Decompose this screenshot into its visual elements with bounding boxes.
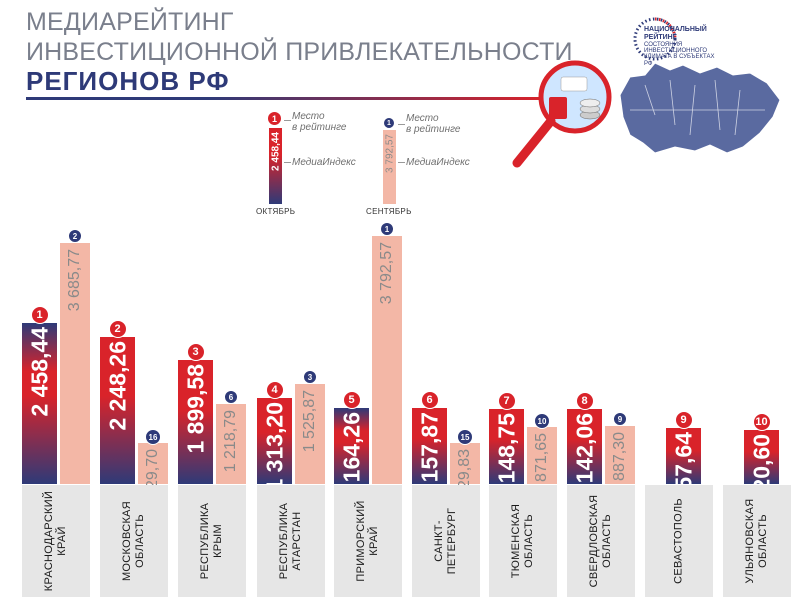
logo-text-5: КЛИМАТА В СУБЪЕКТАХ РФ	[644, 54, 715, 67]
legend-september-rank-badge: 1	[383, 117, 395, 129]
bar-october: 1 899,58	[178, 360, 213, 484]
bar-october-rank-badge: 4	[265, 381, 284, 399]
bar-september: 3 685,77	[60, 243, 90, 484]
legend-september-value: 3 792,57	[384, 134, 395, 173]
dotted-circle-icon	[633, 17, 677, 61]
legend-place-label-2: в рейтинге	[292, 122, 347, 133]
legend-october-month: ОКТЯБРЬ	[256, 207, 296, 216]
bar-october: 1 164,26	[334, 408, 369, 502]
bar-september-value: 1 218,79	[222, 410, 239, 473]
region-label: РЕСПУБЛИКА АТАРСТАН	[257, 485, 325, 597]
bar-september-rank-badge: 10	[534, 413, 550, 429]
bar-september: 871,65	[527, 427, 557, 484]
region-label: РЕСПУБЛИКА КРЫМ	[178, 485, 246, 597]
logo-text-2: РЕЙТИНГ	[644, 34, 677, 41]
region-label: СЕВАСТОПОЛЬ	[645, 485, 713, 597]
legend-dash-4	[398, 162, 405, 163]
region-label: ПРИМОРСКИЙ КРАЙ	[334, 485, 402, 597]
legend-dash-1	[284, 120, 291, 121]
bar-september-rank-badge: 3	[303, 370, 317, 384]
bar-october: 1 157,87	[412, 408, 447, 502]
region-label-text: СВЕРДЛОВСКАЯ ОБЛАСТЬ	[588, 494, 613, 588]
region-label-text: УЛЬЯНОВСКАЯ ОБЛАСТЬ	[744, 498, 769, 584]
region-label: КРАСНОДАРСКИЙ КРАЙ	[22, 485, 90, 597]
russia-map-illustration	[512, 60, 781, 168]
bar-october: 2 248,26	[100, 337, 135, 484]
logo-text-3: СОСТОЯНИЯ	[644, 42, 683, 48]
bar-october-value: 1 313,20	[261, 402, 287, 492]
legend-october-bar: 2 458,44	[269, 128, 282, 204]
bar-october-rank-badge: 1	[30, 306, 49, 324]
title-line-2: ИНВЕСТИЦИОННОЙ ПРИВЛЕКАТЕЛЬНОСТИ	[26, 38, 573, 66]
rating-logo: НАЦИОНАЛЬНЫЙ РЕЙТИНГ СОСТОЯНИЯ ИНВЕСТИЦИ…	[632, 12, 722, 74]
bar-october: 857,64	[666, 428, 701, 502]
bar-september-rank-badge: 16	[145, 429, 161, 445]
bar-october-rank-badge: 3	[186, 343, 205, 361]
bar-september-rank-badge: 1	[380, 222, 394, 236]
region-label-text: РЕСПУБЛИКА АТАРСТАН	[278, 502, 303, 580]
bar-september-rank-badge: 9	[613, 412, 627, 426]
title-line-1: МЕДИАРЕЙТИНГ	[26, 8, 234, 36]
bar-october-value: 2 458,44	[26, 327, 52, 417]
logo-text-1: НАЦИОНАЛЬНЫЙ	[644, 26, 707, 33]
bar-september-value: 3 792,57	[378, 242, 395, 305]
bar-october-rank-badge: 2	[108, 320, 127, 338]
region-label-text: САНКТ- ПЕТЕРБУРГ	[433, 507, 458, 575]
legend-place-label-s1: Место	[406, 113, 439, 124]
bar-september: 1 525,87	[295, 384, 325, 484]
bar-september-rank-badge: 6	[224, 390, 238, 404]
legend-dash-2	[284, 162, 291, 163]
region-label-text: МОСКОВСКАЯ ОБЛАСТЬ	[121, 500, 146, 582]
title-line-3: РЕГИОНОВ РФ	[26, 66, 230, 96]
legend-place-label-s2: в рейтинге	[406, 124, 461, 135]
legend-october-rank-badge: 1	[267, 111, 282, 126]
bar-october-rank-badge: 8	[575, 392, 594, 410]
bar-october-value: 2 248,26	[104, 341, 130, 431]
bar-october-rank-badge: 6	[420, 391, 439, 409]
bar-september: 3 792,57	[372, 236, 402, 484]
bar-october-rank-badge: 7	[497, 392, 516, 410]
bar-october-value: 1 899,58	[182, 364, 208, 454]
bar-october: 2 458,44	[22, 323, 57, 484]
bar-september: 1 218,79	[216, 404, 246, 484]
bar-september-rank-badge: 2	[68, 229, 82, 243]
bar-september-value: 887,30	[611, 432, 628, 481]
region-label-text: СЕВАСТОПОЛЬ	[672, 498, 685, 584]
bar-september-value: 871,65	[533, 433, 550, 482]
region-label: УЛЬЯНОВСКАЯ ОБЛАСТЬ	[723, 485, 791, 597]
title-underline	[26, 97, 546, 100]
legend-place-label-1: Место	[292, 111, 325, 122]
region-label-text: ТЮМЕНСКАЯ ОБЛАСТЬ	[510, 503, 535, 579]
region-label: САНКТ- ПЕТЕРБУРГ	[412, 485, 480, 597]
bar-october: 1 148,75	[489, 409, 524, 503]
region-label-text: РЕСПУБЛИКА КРЫМ	[199, 502, 224, 580]
legend-september-month: СЕНТЯБРЬ	[366, 207, 412, 216]
legend-september-bar: 3 792,57	[383, 130, 396, 204]
bar-october-rank-badge: 9	[674, 411, 693, 429]
bar-september-rank-badge: 15	[457, 429, 473, 445]
region-label-text: КРАСНОДАРСКИЙ КРАЙ	[43, 490, 68, 592]
region-label: ТЮМЕНСКАЯ ОБЛАСТЬ	[489, 485, 557, 597]
legend-index-label-s: МедиаИндекс	[406, 157, 470, 168]
bar-october: 820,60	[744, 430, 779, 504]
bar-september-value: 1 525,87	[301, 390, 318, 453]
bar-october-rank-badge: 10	[752, 413, 771, 431]
legend-index-label: МедиаИндекс	[292, 157, 356, 168]
bar-september: 887,30	[605, 426, 635, 484]
bar-september-value: 3 685,77	[66, 249, 83, 312]
legend-october-value: 2 458,44	[270, 132, 281, 171]
bar-october-rank-badge: 5	[342, 391, 361, 409]
bar-september: 629,83	[450, 443, 480, 498]
bar-october: 1 313,20	[257, 398, 292, 492]
legend-dash-3	[398, 124, 405, 125]
region-label: МОСКОВСКАЯ ОБЛАСТЬ	[100, 485, 168, 597]
region-label-text: ПРИМОРСКИЙ КРАЙ	[355, 500, 380, 582]
bar-october: 1 142,06	[567, 409, 602, 503]
bar-september: 629,70	[138, 443, 168, 498]
region-label: СВЕРДЛОВСКАЯ ОБЛАСТЬ	[567, 485, 635, 597]
logo-text-4: ИНВЕСТИЦИОННОГО	[644, 48, 708, 54]
